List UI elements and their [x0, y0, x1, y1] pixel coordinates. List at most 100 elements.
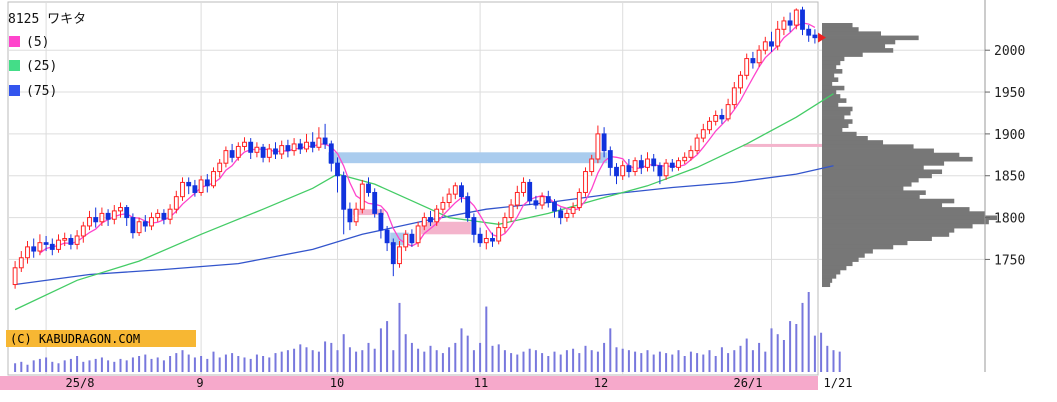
volume-bar: [522, 351, 525, 372]
candle-up: [781, 20, 787, 30]
volume-bar: [268, 357, 271, 372]
zone-pink: [421, 221, 471, 235]
volume-profile-bar: [822, 194, 920, 200]
volume-bar: [138, 356, 141, 372]
volume-bar: [826, 345, 829, 372]
volume-bar: [299, 344, 302, 372]
candle-up: [508, 204, 514, 219]
date-axis-band: [0, 376, 818, 390]
volume-bar: [175, 353, 178, 372]
candle-up: [570, 207, 576, 214]
volume-bar: [218, 357, 221, 372]
volume-bar: [417, 348, 420, 372]
volume-bar: [305, 347, 308, 372]
volume-profile-bar: [822, 73, 835, 78]
candle-up: [744, 58, 750, 76]
volume-bar: [32, 360, 35, 372]
candle-down: [285, 145, 291, 152]
volume-bar: [472, 350, 475, 372]
candle-up: [682, 156, 688, 162]
copyright-text: (C) KABUDRAGON.COM: [10, 332, 140, 346]
candle-up: [496, 227, 502, 242]
volume-profile-bar: [822, 60, 841, 66]
candle-down: [651, 158, 657, 167]
volume-bar: [398, 302, 401, 372]
volume-bar: [751, 350, 754, 372]
volume-bar: [745, 338, 748, 372]
volume-bar: [379, 328, 382, 372]
y-tick-label: 1900: [994, 128, 1025, 143]
volume-bar: [590, 350, 593, 372]
last-price-marker: [818, 32, 826, 43]
volume-bar: [634, 351, 637, 372]
volume-bar: [758, 342, 761, 372]
candle-down: [378, 212, 384, 231]
candle-up: [167, 208, 173, 220]
candle-down: [161, 212, 167, 220]
candle-up: [118, 207, 123, 212]
volume-profile-bar: [822, 278, 833, 283]
volume-bar: [435, 350, 438, 372]
candle-up: [676, 160, 681, 168]
candle-down: [638, 160, 644, 168]
candle-down: [669, 162, 675, 168]
volume-bar: [392, 350, 395, 372]
volume-profile-bar: [822, 115, 845, 120]
volume-profile-bar: [822, 85, 845, 91]
candle-down: [657, 165, 663, 177]
candle-up: [793, 9, 799, 26]
volume-bar: [311, 350, 314, 372]
volume-profile-bar: [822, 165, 924, 170]
candle-down: [142, 221, 148, 227]
candle-up: [242, 141, 247, 147]
volume-bar: [51, 361, 54, 372]
candle-up: [304, 141, 309, 150]
volume-profile-bar: [822, 39, 896, 45]
volume-bar: [658, 351, 661, 372]
candle-down: [229, 150, 235, 158]
candle-down: [384, 229, 390, 244]
volume-bar: [584, 345, 587, 372]
volume-bar: [491, 345, 494, 372]
candle-down: [750, 58, 756, 64]
volume-bar: [789, 321, 792, 372]
candle-down: [490, 238, 495, 242]
candle-up: [483, 238, 489, 244]
volume-profile-bar: [822, 186, 904, 191]
candle-up: [235, 145, 241, 158]
volume-bar: [169, 356, 172, 372]
candle-down: [341, 175, 347, 210]
copyright-background: [6, 330, 196, 347]
candle-up: [403, 233, 409, 248]
candle-down: [93, 217, 99, 223]
candle-up: [56, 239, 61, 250]
volume-bar: [404, 334, 407, 372]
volume-bar: [200, 356, 203, 372]
volume-profile-bar: [822, 182, 912, 187]
candle-up: [149, 217, 154, 227]
candle-down: [372, 191, 378, 214]
volume-bar: [224, 354, 227, 372]
volume-profile-bar: [822, 48, 894, 53]
candle-up: [211, 171, 216, 187]
candle-down: [769, 41, 774, 47]
volume-bar: [367, 342, 370, 372]
volume-bar: [237, 356, 240, 372]
volume-profile-bar: [822, 282, 831, 288]
candle-down: [428, 217, 433, 223]
candle-up: [440, 202, 446, 210]
candle-down: [800, 9, 805, 30]
candle-down: [49, 243, 55, 250]
volume-bar: [38, 358, 41, 372]
volume-profile-bar: [822, 106, 853, 112]
volume-bar: [646, 350, 649, 372]
candle-up: [217, 162, 223, 173]
legend-label-ma5: (5): [26, 35, 49, 50]
candle-down: [130, 217, 136, 234]
volume-bar: [615, 347, 618, 372]
volume-bar: [516, 354, 519, 372]
candle-up: [74, 235, 80, 245]
legend-swatch-ma5: [9, 36, 20, 47]
volume-bar: [76, 356, 79, 372]
volume-bar: [696, 353, 699, 372]
